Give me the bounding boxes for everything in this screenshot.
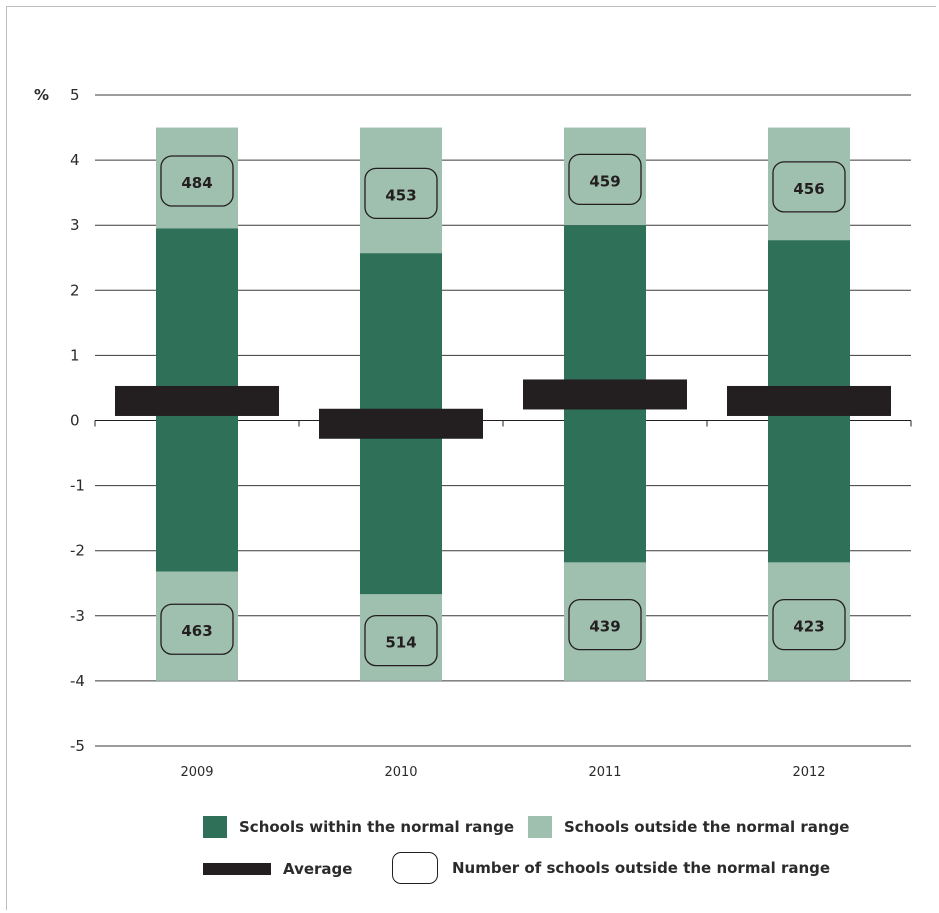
y-tick-label: 3 [70, 216, 80, 234]
legend-swatch-outside [528, 816, 552, 838]
x-tick-label: 2009 [180, 765, 213, 780]
average-marker [523, 379, 687, 410]
y-tick-label: 0 [70, 412, 80, 430]
count-label-upper-box [772, 161, 846, 213]
chart-frame [6, 6, 936, 910]
count-label-upper: 459 [589, 172, 620, 190]
y-unit-label: % [34, 86, 49, 104]
count-label-lower: 439 [589, 618, 620, 636]
legend-outside: Schools outside the normal range [528, 816, 849, 838]
count-label-lower-box [772, 599, 846, 651]
legend-label-average: Average [283, 860, 353, 878]
count-label-lower-box [364, 614, 438, 667]
count-label-lower: 463 [181, 622, 212, 640]
y-tick-label: -5 [70, 737, 85, 755]
count-label-upper-box [160, 155, 234, 207]
count-label-upper: 456 [793, 180, 824, 198]
y-tick-label: 1 [70, 346, 80, 364]
y-tick-label: -3 [70, 607, 85, 625]
average-marker [115, 385, 279, 416]
legend-label-outside: Schools outside the normal range [564, 818, 850, 836]
x-tick-label: 2012 [792, 765, 825, 780]
y-tick-label: -2 [70, 542, 85, 560]
count-label-upper: 484 [181, 174, 212, 192]
legend-label-within: Schools within the normal range [239, 818, 515, 836]
x-tick-label: 2010 [384, 765, 417, 780]
count-label-lower: 423 [793, 618, 824, 636]
count-label-lower-box [568, 599, 642, 651]
legend-swatch-within [203, 816, 227, 838]
legend-average: Average [203, 860, 352, 878]
legend-count: Number of schools outside the normal ran… [392, 852, 830, 884]
y-tick-label: 5 [70, 86, 80, 104]
legend-swatch-average [203, 863, 271, 875]
legend-swatch-count [392, 852, 438, 884]
y-tick-label: 4 [70, 151, 80, 169]
x-tick-label: 2011 [588, 765, 621, 780]
count-label-upper-box [364, 167, 438, 220]
average-marker [319, 408, 483, 439]
count-label-upper: 453 [385, 186, 416, 204]
legend-within: Schools within the normal range [203, 816, 514, 838]
average-marker [727, 385, 891, 416]
count-label-lower-box [160, 603, 234, 655]
y-tick-label: 2 [70, 281, 80, 299]
count-label-upper-box [568, 153, 642, 206]
legend-label-count: Number of schools outside the normal ran… [452, 859, 831, 877]
count-label-lower: 514 [385, 634, 416, 652]
y-tick-label: -1 [70, 477, 85, 495]
y-tick-label: -4 [70, 672, 85, 690]
